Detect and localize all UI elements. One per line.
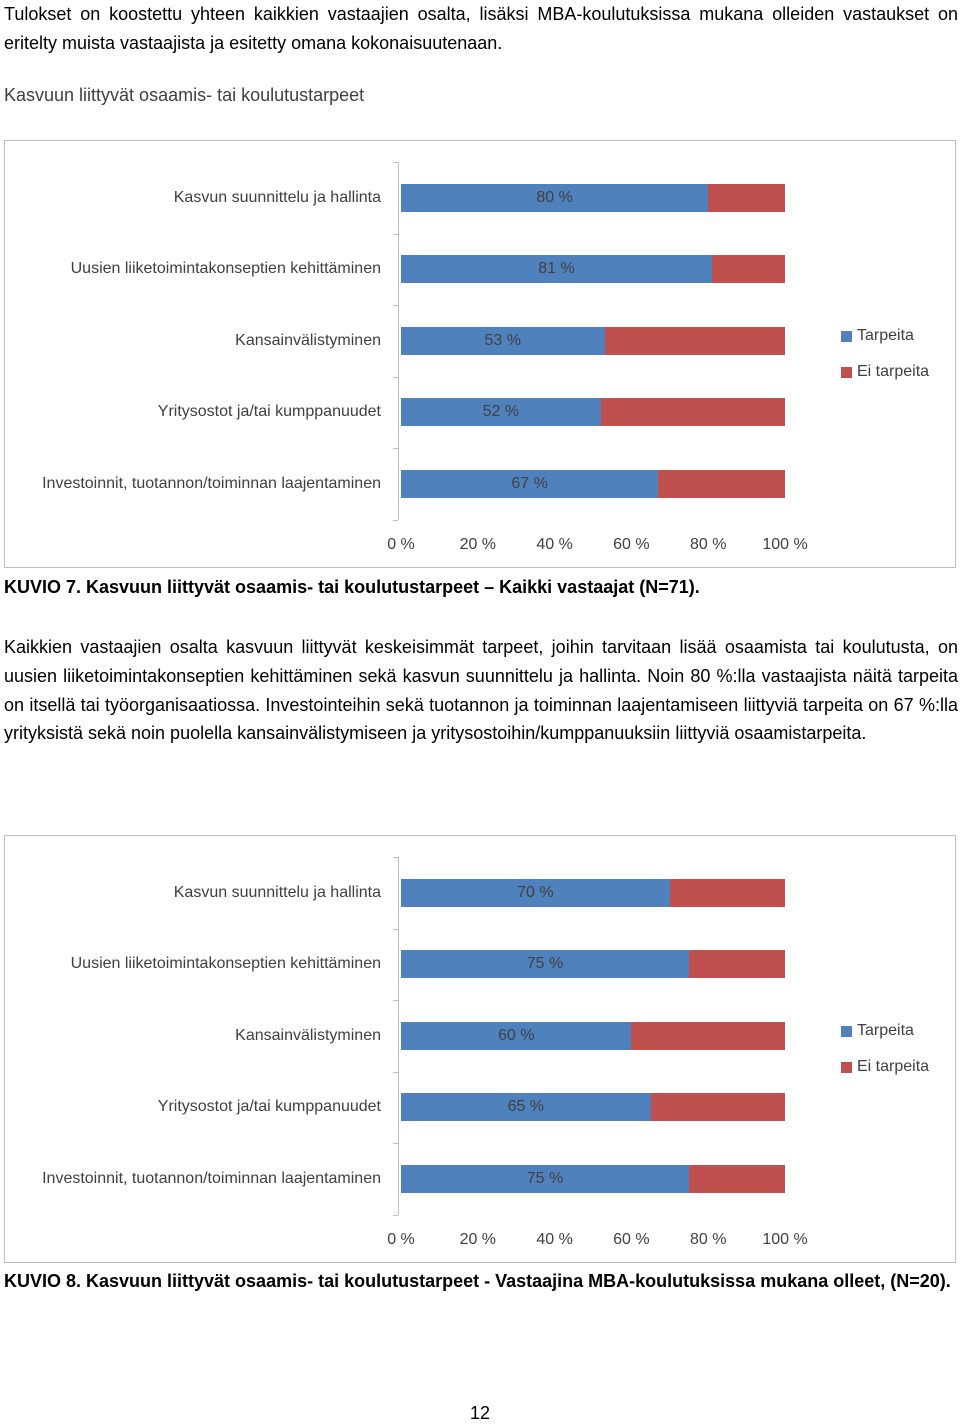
legend-swatch xyxy=(841,331,852,342)
x-tick-label: 100 % xyxy=(762,1230,808,1248)
category-label: Yritysostot ja/tai kumppanuudet xyxy=(157,1098,381,1116)
category-label: Investoinnit, tuotannon/toiminnan laajen… xyxy=(42,1169,381,1187)
bar-segment xyxy=(401,398,601,427)
category-axis xyxy=(398,857,399,1215)
axis-tick xyxy=(393,857,398,858)
legend-swatch xyxy=(841,367,852,378)
axis-tick xyxy=(393,1143,398,1144)
legend-label: Tarpeita xyxy=(857,327,914,344)
legend-label: Ei tarpeita xyxy=(857,1058,930,1075)
x-tick-label: 20 % xyxy=(459,1230,497,1248)
x-tick-label: 0 % xyxy=(387,1230,415,1248)
axis-tick xyxy=(393,305,398,306)
bar-segment xyxy=(689,950,785,979)
intro-paragraph: Tulokset on koostettu yhteen kaikkien va… xyxy=(4,4,958,53)
chart: Kasvun suunnittelu ja hallinta 70 % Uusien… xyxy=(4,835,956,1263)
axis-tick xyxy=(393,1071,398,1073)
x-tick-label: 40 % xyxy=(536,535,573,553)
data-label: 53 % xyxy=(484,331,521,349)
x-tick-label: 60 % xyxy=(613,1230,650,1248)
legend-swatch xyxy=(841,1026,852,1037)
data-label: 81 % xyxy=(538,260,575,278)
bar-segment xyxy=(708,183,785,212)
x-tick-label: 80 % xyxy=(689,535,727,553)
data-label: 67 % xyxy=(511,474,548,492)
category-label: Uusien liiketoimintakonseptien kehittämi… xyxy=(70,260,381,278)
bar-segment xyxy=(631,1021,785,1050)
figure-caption: KUVIO 8. Kasvuun liittyvät osaamis- tai … xyxy=(4,1271,951,1291)
category-label: Yritysostot ja/tai kumppanuudet xyxy=(157,403,381,421)
x-tick-label: 100 % xyxy=(762,535,808,553)
data-label: 75 % xyxy=(526,955,564,973)
bar-segment xyxy=(600,398,785,427)
bar-segment xyxy=(712,255,785,284)
x-tick-label: 60 % xyxy=(613,535,650,553)
bar-segment xyxy=(401,183,709,212)
legend-label: Ei tarpeita xyxy=(857,363,930,380)
axis-tick xyxy=(393,1214,398,1216)
category-label: Uusien liiketoimintakonseptien kehittämi… xyxy=(70,955,381,973)
data-label: 65 % xyxy=(507,1098,545,1116)
bar-segment xyxy=(401,326,605,355)
x-tick-label: 20 % xyxy=(459,535,497,553)
chart: Kasvun suunnittelu ja hallinta 80 % Uusien… xyxy=(4,140,956,568)
legend-label: Tarpeita xyxy=(857,1022,914,1039)
body-paragraph: Kaikkien vastaajien osalta kasvuun liitt… xyxy=(4,637,958,744)
axis-tick xyxy=(393,376,398,378)
bar-segment xyxy=(401,950,689,979)
axis-tick xyxy=(393,448,398,449)
bar-segment xyxy=(401,469,659,498)
bar-segment xyxy=(401,1093,651,1122)
axis-tick xyxy=(393,233,398,235)
bar-segment xyxy=(401,1021,632,1050)
category-label: Kansainvälistyminen xyxy=(235,1026,381,1044)
bar-segment xyxy=(689,1164,785,1193)
category-label: Kansainvälistyminen xyxy=(235,331,381,349)
data-label: 70 % xyxy=(517,883,554,901)
axis-tick xyxy=(393,1000,398,1001)
x-tick-label: 80 % xyxy=(689,1230,727,1248)
axis-tick xyxy=(393,162,398,163)
legend-swatch xyxy=(841,1062,852,1073)
category-label: Kasvun suunnittelu ja hallinta xyxy=(173,883,381,901)
chart-title: Kasvuun liittyvät osaamis- tai koulutust… xyxy=(4,85,365,105)
x-tick-label: 0 % xyxy=(387,535,415,553)
bar-segment xyxy=(401,878,670,907)
data-label: 80 % xyxy=(536,188,573,206)
bar-segment xyxy=(658,469,785,498)
category-label: Investoinnit, tuotannon/toiminnan laajen… xyxy=(42,474,381,492)
data-label: 52 % xyxy=(482,403,520,421)
category-axis xyxy=(398,162,399,520)
data-label: 60 % xyxy=(497,1026,535,1044)
figure-caption: KUVIO 7. Kasvuun liittyvät osaamis- tai … xyxy=(4,577,700,597)
page-number: 12 xyxy=(469,1403,491,1423)
bar-segment xyxy=(604,326,785,355)
data-label: 75 % xyxy=(526,1169,564,1187)
axis-tick xyxy=(393,519,398,521)
x-tick-label: 40 % xyxy=(536,1230,573,1248)
bar-segment xyxy=(401,1164,689,1193)
bar-segment xyxy=(650,1093,785,1122)
bar-segment xyxy=(669,878,785,907)
category-label: Kasvun suunnittelu ja hallinta xyxy=(173,188,381,206)
axis-tick xyxy=(393,928,398,930)
bar-segment xyxy=(401,255,713,284)
